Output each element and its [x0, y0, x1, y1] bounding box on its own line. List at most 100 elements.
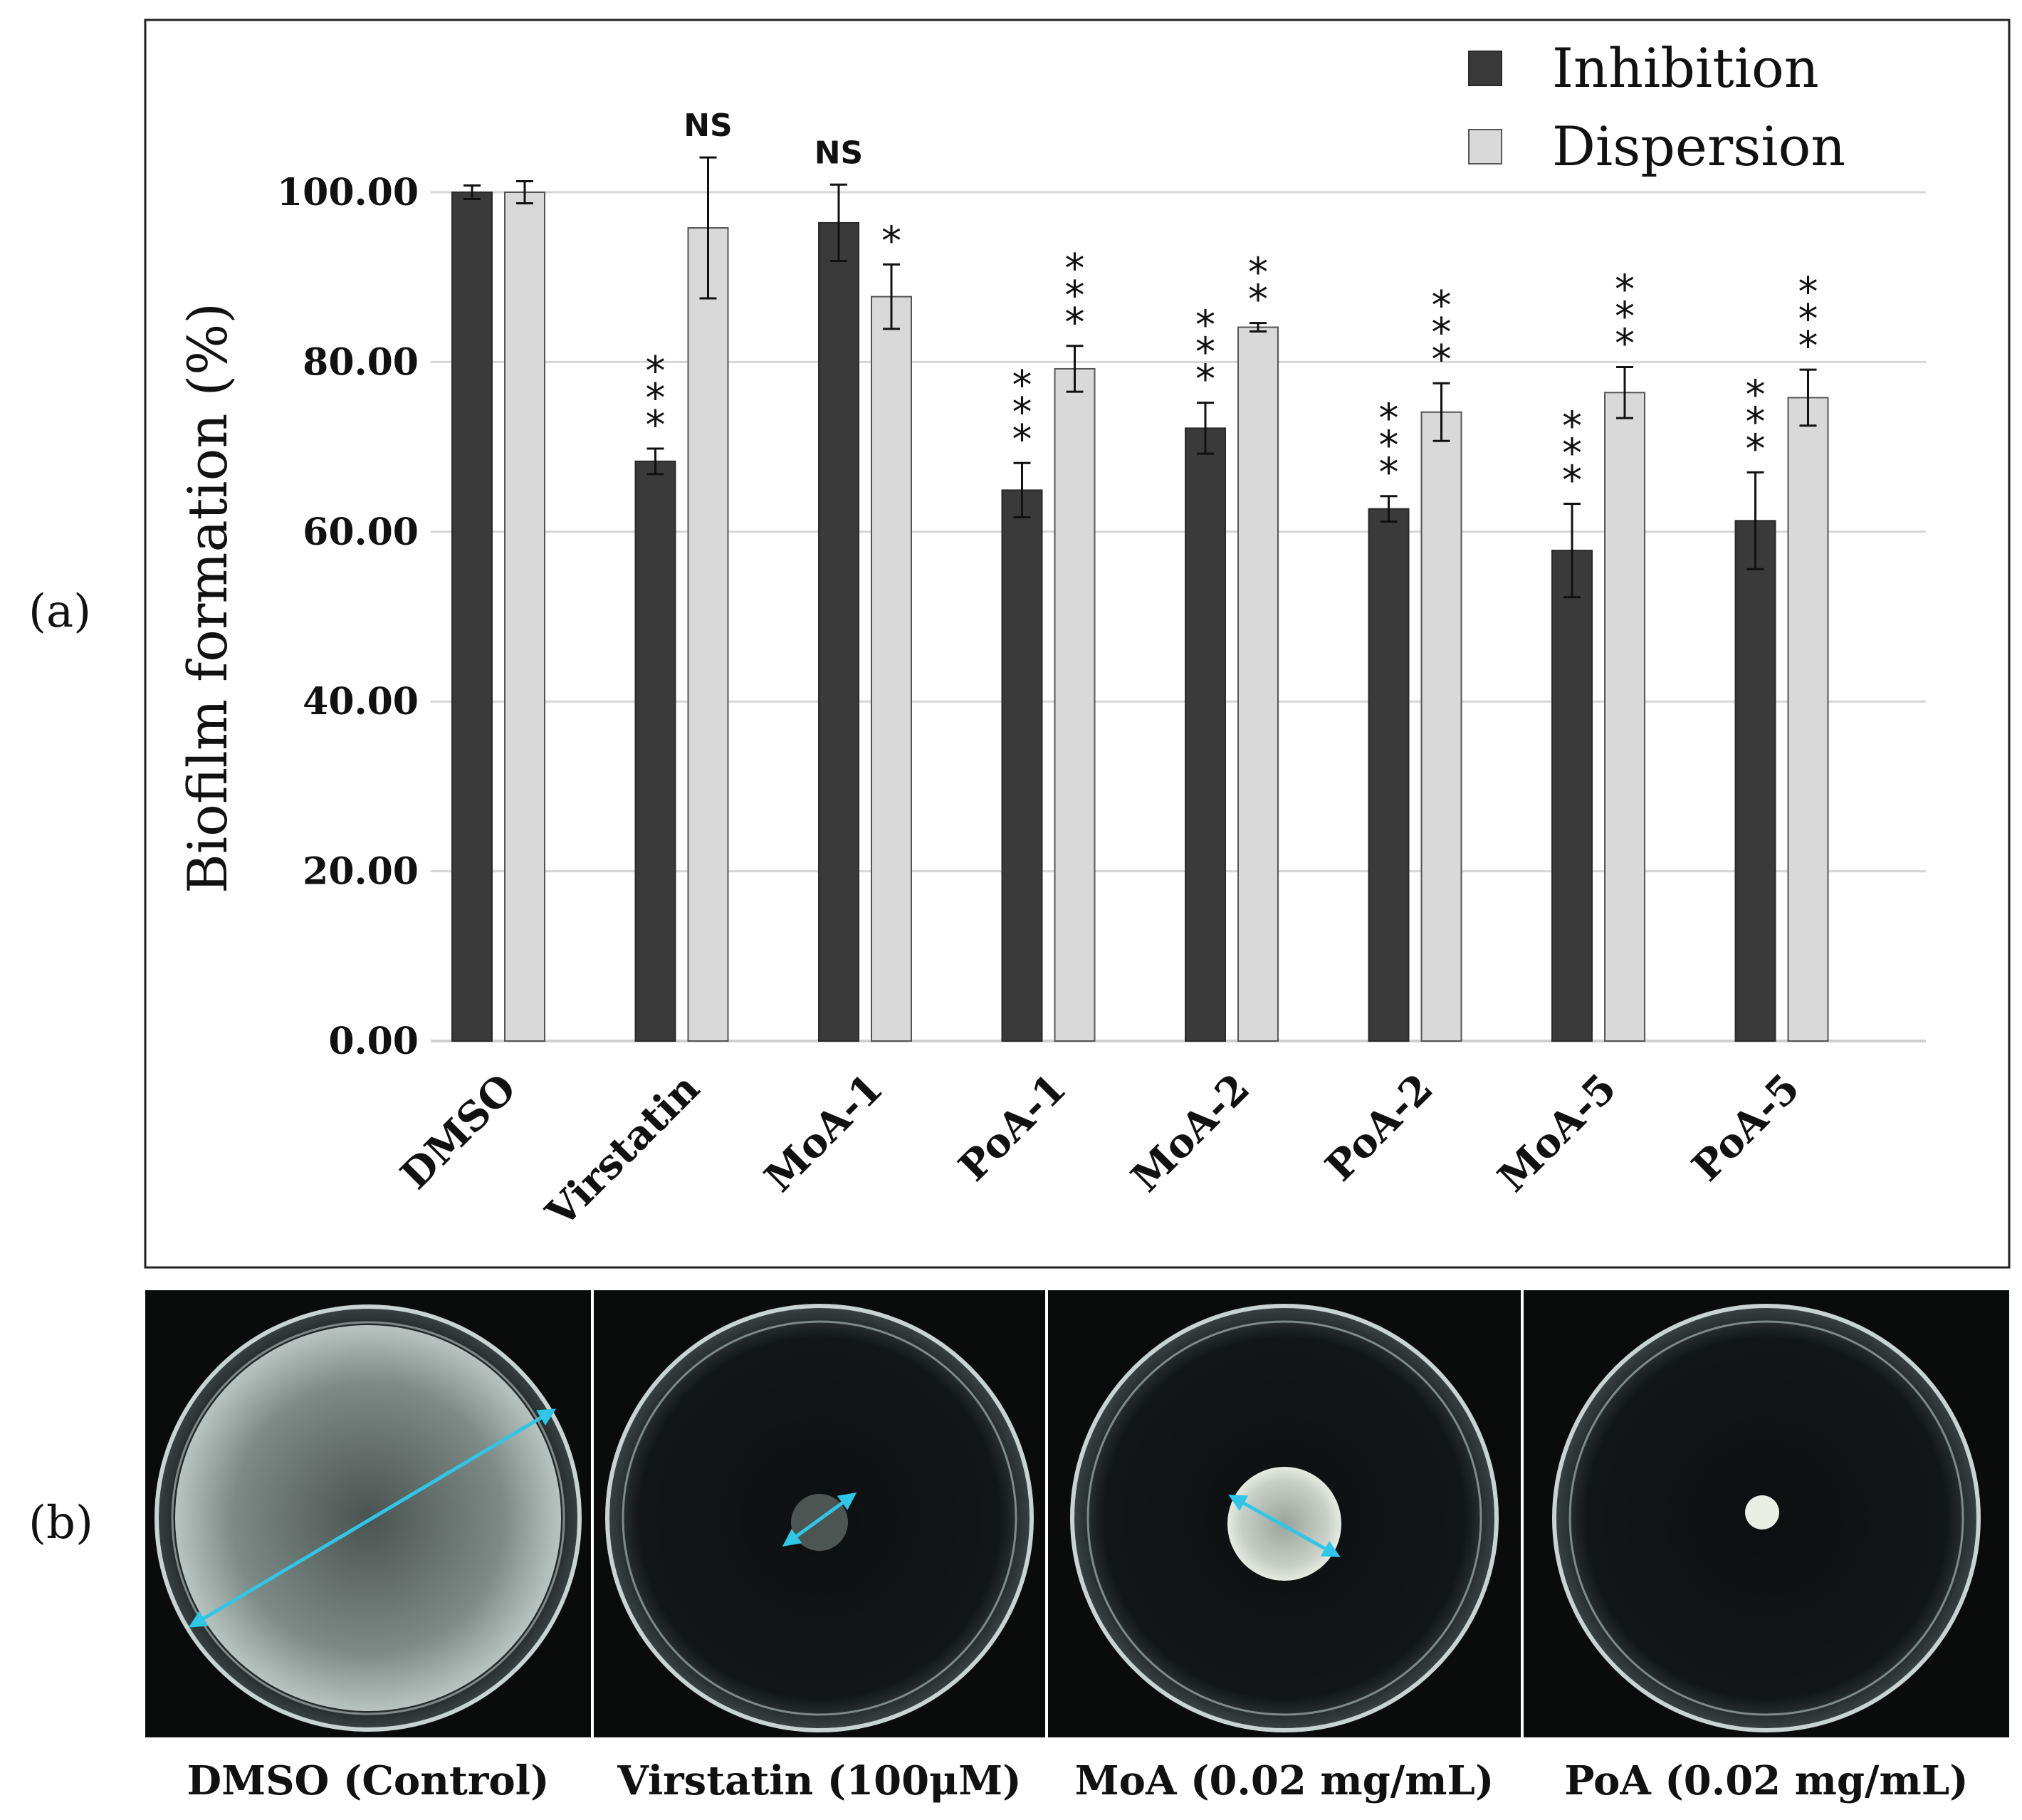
significance-label: NS: [814, 135, 864, 171]
significance-star: *: [1195, 357, 1215, 403]
plate-photo-1: DMSO (Control): [145, 1290, 591, 1804]
legend-swatch-dispersion: [1468, 129, 1502, 164]
significance-star: *: [1379, 396, 1399, 442]
y-tick-labels: 0.00 20.00 40.00 60.00 80.00 100.00: [277, 171, 419, 1063]
significance-star: *: [1746, 372, 1766, 418]
plate-caption: Virstatin (100μM): [617, 1757, 1021, 1804]
significance-star: *: [1012, 417, 1032, 463]
significance-star: *: [646, 348, 666, 394]
diameter-arrow: [782, 1492, 857, 1547]
bars: [451, 192, 1829, 1042]
significance-star: *: [881, 218, 901, 264]
bar-inhibition-poa-5: [1734, 520, 1776, 1042]
y-axis-title: Biofilm formation (%): [176, 303, 239, 894]
significance-star: *: [1615, 294, 1635, 340]
significance-star: *: [1432, 283, 1452, 329]
panel-label-b: (b): [28, 1497, 93, 1549]
bar-dispersion-poa-2: [1420, 411, 1462, 1042]
error-bar: [1432, 382, 1450, 442]
significance-star: *: [1012, 389, 1032, 436]
bar-dispersion-virstatin: [687, 227, 729, 1042]
y-tick-label: 20.00: [303, 850, 419, 894]
significance-star: *: [1615, 321, 1635, 367]
diameter-arrow: [1228, 1495, 1341, 1557]
plate-photo-2: Virstatin (100μM): [594, 1290, 1045, 1804]
bar-inhibition-poa-2: [1368, 508, 1410, 1042]
legend: Inhibition Dispersion: [1468, 36, 1845, 178]
significance-star: *: [1746, 399, 1766, 445]
significance-label: NS: [683, 108, 733, 144]
significance-star: *: [1012, 362, 1032, 409]
plate-photos: DMSO (Control) Virstatin (100μM) MoA (0.02…: [145, 1290, 2009, 1804]
error-bar: [1616, 366, 1633, 419]
significance-star: *: [1798, 269, 1818, 315]
bar-inhibition-dmso: [451, 192, 493, 1042]
swarm-zone: [791, 1494, 848, 1551]
error-bar: [1746, 471, 1764, 570]
swarm-zone: [1227, 1467, 1341, 1581]
legend-label-dispersion: Dispersion: [1552, 115, 1845, 178]
error-bars: [463, 156, 1817, 599]
bar-inhibition-virstatin: [634, 460, 676, 1042]
significance-star: *: [1065, 300, 1085, 346]
gridlines: [431, 191, 1926, 1042]
significance-star: *: [646, 402, 666, 449]
plate-caption: DMSO (Control): [187, 1757, 550, 1804]
significance-star: *: [1248, 277, 1268, 323]
bar-dispersion-moa-1: [871, 296, 912, 1042]
plate-caption: PoA (0.02 mg/mL): [1564, 1757, 1968, 1804]
plate-caption: MoA (0.02 mg/mL): [1075, 1757, 1494, 1804]
error-bar: [463, 184, 481, 201]
significance-star: *: [1195, 303, 1215, 349]
significance-star: *: [646, 375, 666, 422]
petri-dish-rim: [622, 1320, 1017, 1716]
diameter-arrow: [188, 1408, 557, 1628]
error-bar: [516, 180, 533, 204]
plate-photo-4: PoA (0.02 mg/mL): [1524, 1290, 2009, 1804]
bar-inhibition-moa-5: [1551, 550, 1593, 1042]
bar-dispersion-moa-5: [1604, 392, 1645, 1042]
significance-star: *: [1432, 310, 1452, 356]
error-bar: [883, 263, 900, 330]
bar-inhibition-moa-1: [818, 221, 859, 1042]
significance-star: *: [1562, 430, 1582, 476]
plate-photo-3: MoA (0.02 mg/mL): [1048, 1290, 1521, 1804]
significance-star: *: [1615, 267, 1635, 313]
significance-star: *: [1195, 330, 1215, 376]
bar-inhibition-moa-2: [1185, 427, 1226, 1042]
error-bar: [1380, 495, 1398, 523]
y-tick-label: 100.00: [277, 171, 419, 214]
bar-dispersion-poa-5: [1787, 397, 1829, 1042]
colony-dot: [1745, 1495, 1779, 1529]
significance-star: *: [1562, 457, 1582, 503]
y-tick-label: 40.00: [303, 680, 419, 723]
significance-star: *: [1065, 246, 1085, 292]
significance-star: *: [1562, 403, 1582, 449]
petri-dish-rim: [1568, 1320, 1964, 1716]
error-bar: [1250, 322, 1267, 333]
y-tick-label: 60.00: [303, 511, 419, 554]
error-bar: [646, 447, 664, 476]
error-bar: [1013, 461, 1031, 519]
error-bar: [1066, 345, 1084, 393]
legend-label-inhibition: Inhibition: [1552, 36, 1819, 100]
significance-star: *: [1379, 423, 1399, 469]
significance-star: *: [1798, 296, 1818, 342]
significance-star: *: [1065, 273, 1085, 319]
panel-label-a: (a): [28, 585, 91, 638]
y-tick-label: 80.00: [303, 340, 419, 384]
bar-dispersion-dmso: [504, 192, 545, 1042]
bacterial-lawn: [175, 1325, 561, 1711]
error-bar: [1197, 402, 1214, 455]
legend-swatch-inhibition: [1468, 51, 1502, 86]
significance-star: *: [1798, 323, 1818, 370]
significance-star: *: [1746, 426, 1766, 472]
bar-chart: 0.00 20.00 40.00 60.00 80.00 100.00 Biofilm f…: [176, 36, 1926, 1237]
bar-dispersion-moa-2: [1237, 326, 1279, 1042]
error-bar: [1563, 502, 1581, 599]
petri-dish-rim: [1086, 1320, 1482, 1716]
petri-dish-rim: [171, 1321, 565, 1715]
significance-star: *: [1379, 450, 1399, 496]
